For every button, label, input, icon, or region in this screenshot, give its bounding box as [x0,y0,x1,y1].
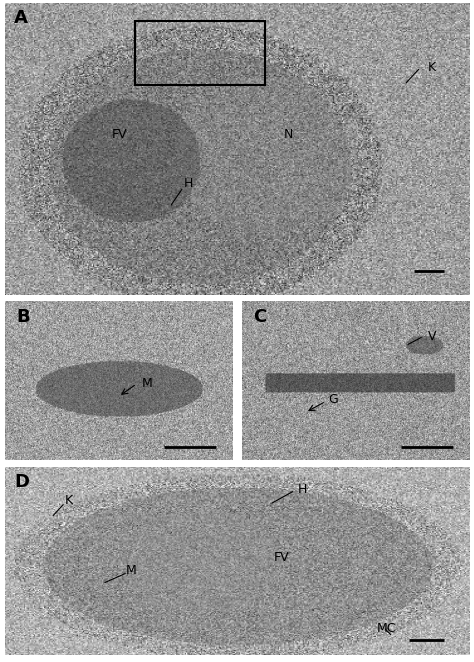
Text: V: V [428,330,437,343]
Text: FV: FV [274,551,290,564]
Bar [135,21,265,85]
Text: FV: FV [111,128,127,141]
Text: K: K [428,61,436,74]
Text: C: C [253,308,266,326]
Text: M: M [126,564,136,577]
Text: M: M [141,377,152,391]
Text: G: G [328,393,338,406]
Text: H: H [183,177,193,191]
Text: H: H [297,483,307,496]
Text: D: D [14,473,29,491]
Text: N: N [283,128,293,141]
Text: B: B [16,308,30,326]
Text: A: A [14,9,28,27]
Text: K: K [65,494,73,507]
Text: MC: MC [376,622,396,636]
